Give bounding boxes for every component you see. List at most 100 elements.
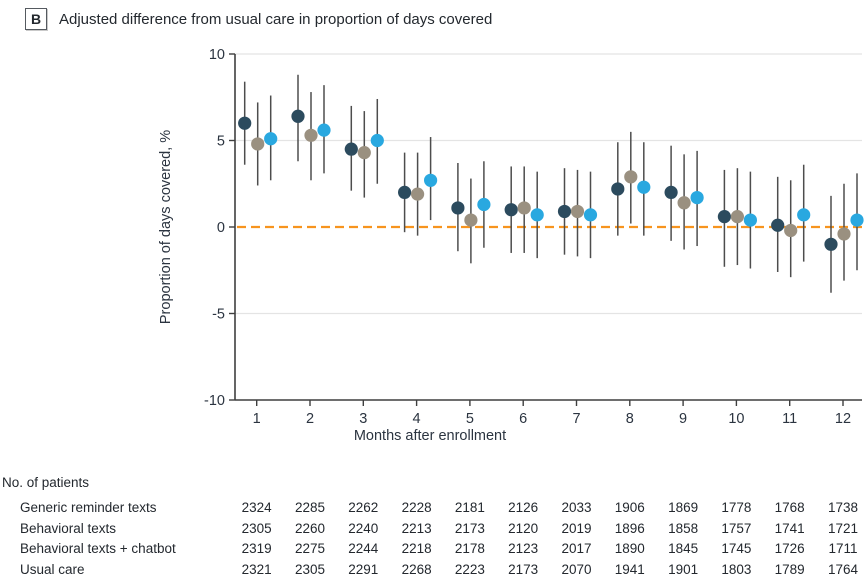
patient-count: 1745	[721, 541, 752, 556]
y-tick-label: -5	[212, 307, 225, 323]
data-point-navy-month-9	[664, 185, 678, 199]
data-point-navy-month-5	[451, 201, 465, 215]
patient-count: 2260	[294, 521, 326, 536]
data-point-tan-month-6	[517, 201, 531, 215]
patient-count: 2305	[241, 521, 272, 536]
patient-count: 2173	[508, 562, 539, 577]
x-tick-label: 3	[359, 411, 367, 427]
patient-count: 2228	[401, 500, 432, 515]
data-point-navy-month-1	[238, 116, 252, 130]
data-point-light-blue-month-7	[583, 208, 598, 222]
x-tick-label: 1	[253, 411, 261, 427]
patient-count: 1778	[721, 500, 752, 515]
table-row-label-behavioral-texts: Behavioral texts	[20, 521, 117, 536]
data-point-light-blue-month-9	[690, 190, 704, 205]
x-tick-label: 12	[835, 411, 851, 427]
data-point-light-blue-month-3	[370, 133, 384, 148]
patient-count: 2120	[508, 521, 539, 536]
x-axis-title: Months after enrollment	[353, 428, 507, 444]
patient-count: 2321	[241, 562, 272, 577]
x-tick-label: 4	[413, 411, 421, 427]
data-point-tan-month-2	[304, 128, 318, 142]
y-tick-label: 10	[209, 47, 225, 63]
data-point-navy-month-3	[344, 142, 358, 156]
patient-count: 2223	[454, 562, 485, 577]
patient-count: 1858	[668, 521, 699, 536]
x-tick-label: 6	[519, 411, 527, 427]
patient-count: 1738	[827, 500, 859, 515]
data-point-light-blue-month-8	[637, 180, 651, 194]
data-point-navy-month-2	[291, 109, 305, 123]
patient-count: 1711	[828, 541, 858, 556]
patient-count: 2275	[294, 541, 326, 556]
x-tick-label: 7	[572, 411, 580, 427]
panel-header: B Adjusted difference from usual care in…	[25, 8, 492, 30]
data-point-light-blue-month-6	[530, 208, 544, 222]
patient-count: 2291	[348, 562, 379, 577]
data-point-light-blue-month-2	[317, 123, 331, 137]
data-point-navy-month-10	[717, 210, 732, 224]
panel-letter: B	[30, 11, 42, 27]
patient-count: 2070	[561, 562, 592, 577]
table-row-label-generic-reminder-texts: Generic reminder texts	[20, 500, 157, 515]
patient-count: 1789	[774, 562, 805, 577]
data-point-tan-month-5	[464, 213, 478, 227]
patient-count: 1721	[827, 521, 859, 536]
patient-count: 2178	[454, 541, 485, 556]
data-point-navy-month-12	[824, 237, 838, 251]
patient-count: 1726	[774, 541, 805, 556]
data-point-navy-month-7	[557, 204, 572, 219]
patient-count: 2285	[294, 500, 326, 515]
data-point-navy-month-11	[771, 218, 785, 232]
patient-count: 2019	[561, 521, 592, 536]
x-tick-label: 5	[466, 411, 474, 427]
patient-count: 2126	[508, 500, 539, 515]
data-point-tan-month-4	[411, 187, 425, 201]
patient-count: 2319	[241, 541, 272, 556]
y-tick-label: -10	[204, 393, 225, 409]
patient-count: 1741	[774, 521, 805, 536]
data-point-light-blue-month-4	[424, 173, 438, 187]
patient-count: 1768	[774, 500, 805, 515]
patient-count: 1845	[668, 541, 699, 556]
patient-count: 1901	[668, 562, 699, 577]
data-point-light-blue-month-1	[264, 132, 278, 146]
y-tick-label: 5	[217, 134, 225, 150]
x-tick-label: 9	[679, 411, 687, 427]
data-point-tan-month-9	[677, 196, 691, 210]
data-point-navy-month-6	[504, 203, 518, 217]
patient-count: 1890	[614, 541, 645, 556]
patient-count: 2033	[561, 500, 592, 515]
data-point-tan-month-3	[357, 146, 371, 160]
data-point-tan-month-1	[251, 137, 265, 151]
data-point-navy-month-8	[611, 182, 625, 196]
data-point-tan-month-10	[730, 210, 745, 224]
patient-count: 2213	[401, 521, 432, 536]
x-tick-label: 10	[728, 411, 744, 427]
data-point-navy-month-4	[398, 185, 412, 199]
panel-title: Adjusted difference from usual care in p…	[59, 10, 493, 28]
patient-count: 2173	[454, 521, 485, 536]
patient-count: 2240	[348, 521, 379, 536]
data-point-light-blue-month-5	[477, 197, 491, 212]
patient-count: 1757	[721, 521, 752, 536]
patient-count: 1896	[614, 521, 645, 536]
patient-count: 1764	[827, 562, 859, 577]
x-tick-label: 11	[782, 411, 797, 427]
patient-count: 2268	[401, 562, 432, 577]
data-point-light-blue-month-12	[850, 213, 864, 227]
patient-count: 2244	[348, 541, 379, 556]
data-point-tan-month-7	[570, 204, 585, 219]
table-row-label-behavioral-texts-chatbot: Behavioral texts + chatbot	[20, 541, 176, 556]
data-point-tan-month-11	[784, 223, 798, 238]
patient-count: 2324	[241, 500, 272, 515]
table-row-label-usual-care: Usual care	[20, 562, 85, 577]
patient-count: 2017	[561, 541, 592, 556]
patient-count: 2262	[348, 500, 379, 515]
patients-table-header: No. of patients	[2, 475, 90, 490]
x-tick-label: 8	[626, 411, 634, 427]
data-point-tan-month-12	[837, 227, 851, 241]
y-tick-label: 0	[217, 220, 225, 236]
patient-count: 2218	[401, 541, 432, 556]
